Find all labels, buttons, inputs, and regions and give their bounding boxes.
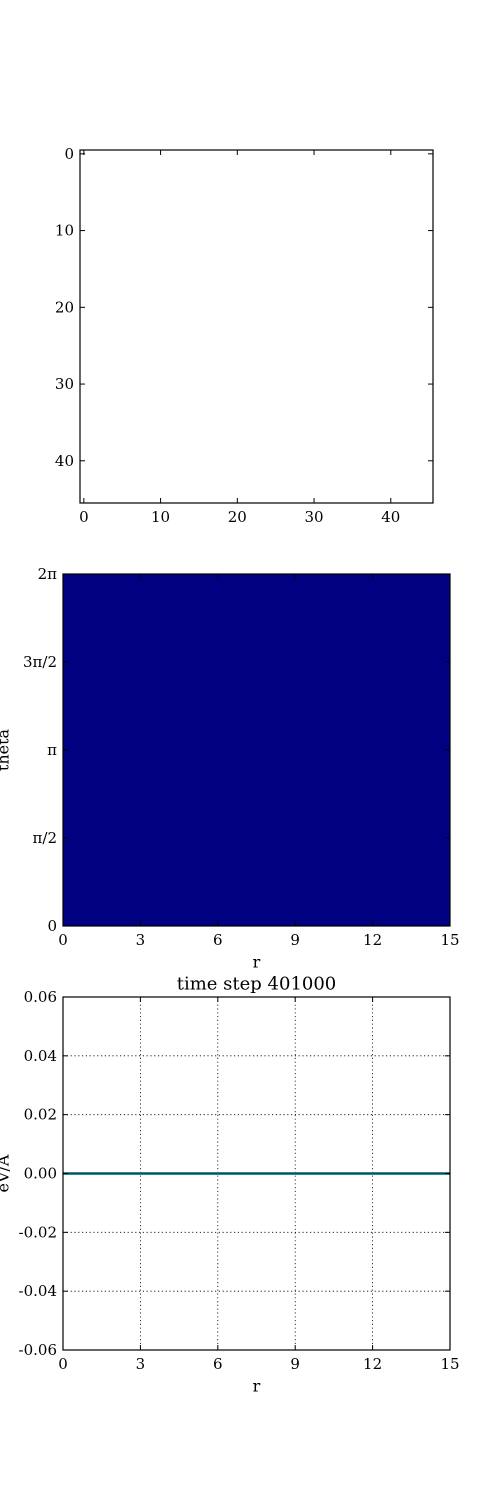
- chart-panel-3: 0 3 6 9 12 15 -0.06 -0.04 -0.02 0.00 0.02 0.04 0.06 r…: [0, 974, 460, 1396]
- x-tick-label: 3: [136, 1355, 146, 1373]
- x-tick-label: 12: [363, 931, 382, 949]
- x-tick-label: 10: [151, 508, 170, 526]
- x-tick-label: 0: [58, 1355, 68, 1373]
- heatmap-fill: [63, 574, 450, 926]
- x-tick-label: 30: [305, 508, 324, 526]
- x-tick-label: 6: [213, 931, 223, 949]
- x-tick-label: 12: [363, 1355, 382, 1373]
- x-axis-label: r: [253, 1377, 261, 1396]
- y-tick-label: π/2: [33, 829, 57, 847]
- y-tick-label: 20: [55, 298, 74, 316]
- chart-panel-2: 0 3 6 9 12 15 0 π/2 π 3π/2 2π r theta: [0, 565, 460, 972]
- y-tick-label: 0.02: [24, 1106, 57, 1124]
- y-tick-label: 0.00: [24, 1165, 57, 1183]
- plot-frame: [79, 149, 434, 504]
- y-tick-label: 0.06: [24, 988, 57, 1006]
- x-tick-label: 20: [228, 508, 247, 526]
- y-tick-label: 40: [55, 452, 74, 470]
- y-tick-label: 30: [55, 375, 74, 393]
- x-tick-label: 9: [290, 931, 300, 949]
- y-axis-label: theta: [0, 728, 13, 771]
- y-tick-label: 0: [64, 145, 74, 163]
- y-tick-label: -0.06: [19, 1341, 57, 1359]
- y-tick-label: π: [47, 741, 57, 759]
- x-tick-label: 15: [440, 1355, 459, 1373]
- x-tick-label: 40: [381, 508, 400, 526]
- x-tick-label: 0: [79, 508, 89, 526]
- x-tick-label: 15: [440, 931, 459, 949]
- chart-panel-1: 0 10 20 30 40 0 10 20 30 40: [55, 145, 434, 526]
- x-tick-label: 9: [290, 1355, 300, 1373]
- y-tick-label: 0: [47, 917, 57, 935]
- y-tick-label: 2π: [38, 565, 58, 583]
- x-axis-label: r: [253, 953, 261, 972]
- x-tick-label: 3: [136, 931, 146, 949]
- y-axis-label: eV/A: [0, 1154, 13, 1192]
- x-tick-label: 6: [213, 1355, 223, 1373]
- x-tick-label: 0: [58, 931, 68, 949]
- y-tick-label: 0.04: [24, 1047, 57, 1065]
- y-tick-label: 10: [55, 222, 74, 240]
- heatmap-fill: [80, 150, 433, 503]
- y-tick-label: -0.04: [19, 1282, 57, 1300]
- chart-title: time step 401000: [177, 974, 337, 995]
- y-tick-label: 3π/2: [23, 653, 57, 671]
- y-tick-label: -0.02: [19, 1223, 57, 1241]
